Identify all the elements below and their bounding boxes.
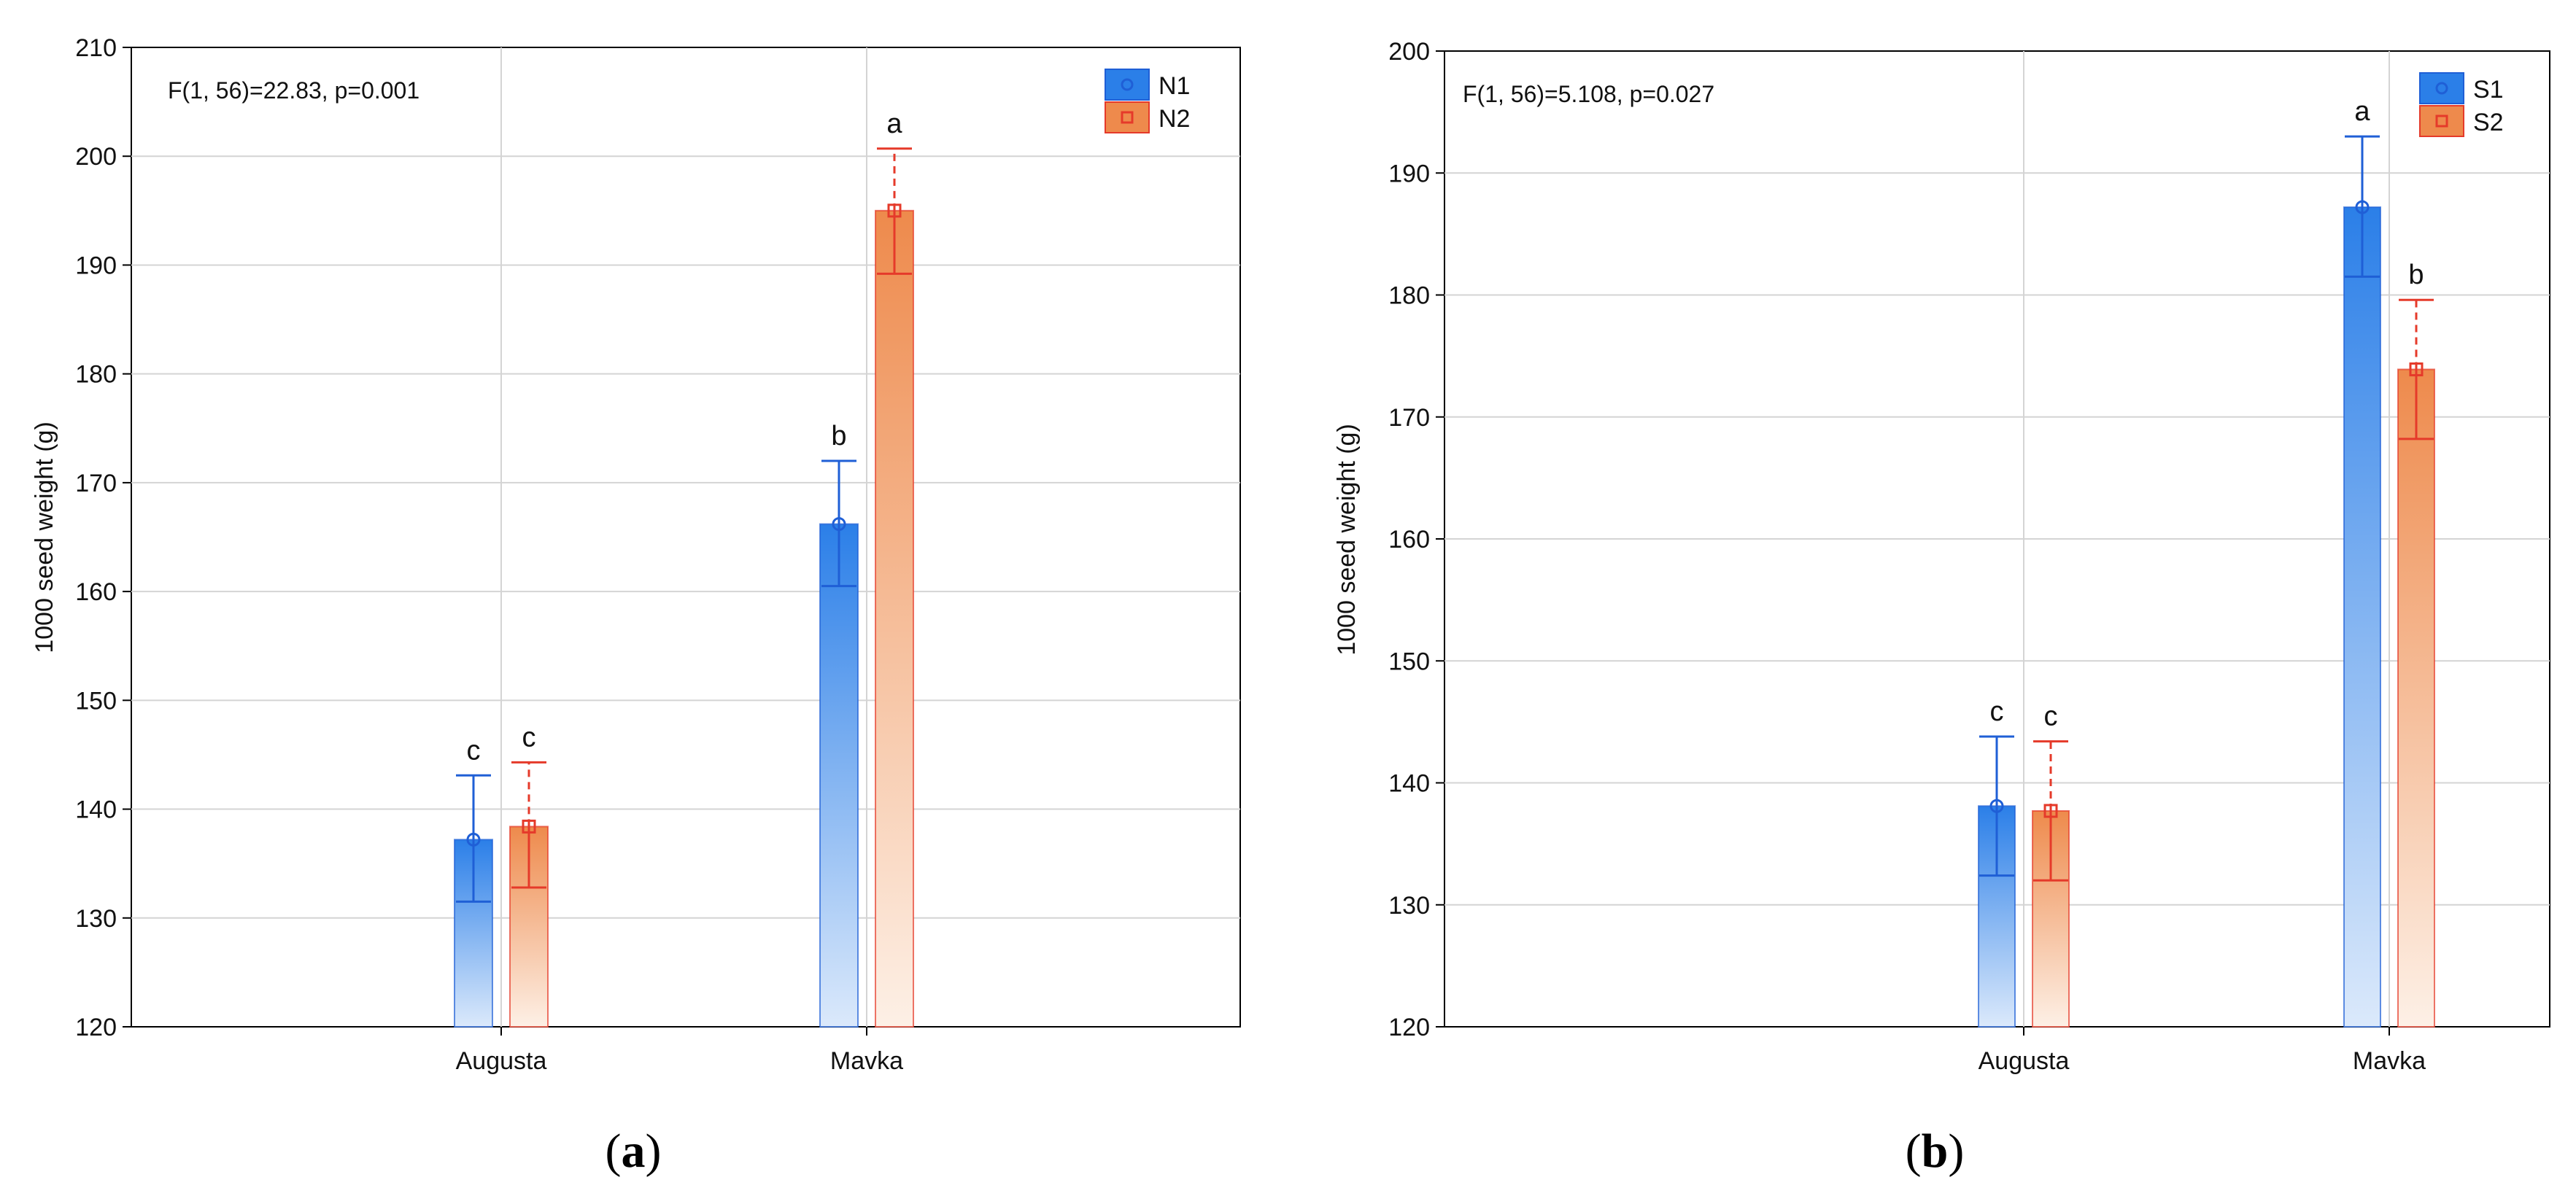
y-tick-label: 200 — [1388, 38, 1430, 66]
legend-circle-marker-icon — [1121, 78, 1134, 91]
y-tick-label: 160 — [75, 578, 117, 606]
y-tick-label: 120 — [1388, 1014, 1430, 1041]
significance-letter: c — [1990, 696, 2004, 727]
legend-label-n2: N2 — [1159, 105, 1190, 133]
mean-marker-circle — [832, 517, 846, 532]
chart-panel-b: 120 130 140 150 160 170 180 190 200 Augusta Mavka … — [1288, 0, 2576, 1204]
y-tick-label: 190 — [75, 252, 117, 279]
y-axis-label: 1000 seed weight (g) — [31, 422, 58, 653]
mean-marker-square — [522, 819, 536, 834]
legend-label-s2: S2 — [2473, 109, 2504, 136]
panel-caption-a: (a) — [606, 1125, 662, 1178]
y-tick-label: 170 — [1388, 404, 1430, 432]
y-tick-label: 140 — [75, 796, 117, 824]
y-tick-label: 180 — [75, 361, 117, 389]
mean-marker-square — [2043, 804, 2058, 818]
significance-letter: c — [2044, 702, 2058, 732]
bar-n2-mavka — [875, 209, 914, 1028]
y-tick-label: 120 — [75, 1014, 117, 1041]
y-tick-label: 140 — [1388, 770, 1430, 798]
legend: N1 N2 — [1105, 69, 1190, 133]
y-tick-label: 200 — [75, 143, 117, 171]
y-tick-label: 190 — [1388, 160, 1430, 187]
mean-marker-circle — [466, 832, 481, 847]
stat-annotation: F(1, 56)=22.83, p=0.001 — [168, 77, 419, 104]
y-tick-label: 130 — [75, 905, 117, 933]
x-tick-label: Augusta — [1979, 1047, 2070, 1075]
legend-square-marker-icon — [2435, 114, 2448, 128]
y-tick-label: 150 — [1388, 648, 1430, 675]
mean-marker-square — [2409, 362, 2424, 377]
legend-label-n1: N1 — [1159, 72, 1190, 100]
y-tick-label: 150 — [75, 687, 117, 715]
bar-n1-mavka — [819, 523, 859, 1028]
mean-marker-circle — [1989, 799, 2004, 813]
x-tick-label: Mavka — [2353, 1047, 2426, 1075]
significance-letter: b — [2408, 260, 2424, 290]
y-tick-label: 210 — [75, 34, 117, 62]
mean-marker-square — [887, 203, 902, 218]
y-tick-label: 180 — [1388, 282, 1430, 310]
legend: S1 S2 — [2419, 72, 2504, 137]
bar-s1-mavka — [2343, 206, 2381, 1028]
y-axis-label: 1000 seed weight (g) — [1333, 424, 1361, 656]
stat-annotation: F(1, 56)=5.108, p=0.027 — [1463, 81, 1714, 107]
legend-swatch-s2 — [2419, 105, 2464, 137]
significance-letter: a — [2354, 96, 2370, 127]
significance-letter: c — [522, 722, 536, 753]
significance-letter: b — [831, 421, 846, 451]
significance-letter: a — [886, 109, 902, 139]
legend-square-marker-icon — [1121, 111, 1134, 124]
legend-swatch-s1 — [2419, 72, 2464, 104]
x-tick-label: Augusta — [456, 1047, 547, 1075]
legend-label-s1: S1 — [2473, 76, 2504, 104]
significance-letter: c — [467, 735, 481, 766]
x-tick-label: Mavka — [830, 1047, 903, 1075]
mean-marker-circle — [2355, 200, 2370, 214]
legend-swatch-n1 — [1105, 69, 1150, 101]
y-tick-label: 130 — [1388, 892, 1430, 920]
y-tick-label: 170 — [75, 470, 117, 497]
chart-a: 120 130 140 150 160 170 180 190 200 210 Augusta Mav… — [31, 34, 1241, 1178]
bar-s2-mavka — [2397, 368, 2435, 1028]
chart-panel-a: 120 130 140 150 160 170 180 190 200 210 Augusta Mav… — [31, 34, 1241, 1178]
y-tick-label: 160 — [1388, 526, 1430, 554]
plot-area — [131, 47, 1241, 1028]
legend-circle-marker-icon — [2435, 82, 2448, 95]
panel-caption-b: (b) — [1906, 1125, 1965, 1178]
legend-swatch-n2 — [1105, 101, 1150, 133]
